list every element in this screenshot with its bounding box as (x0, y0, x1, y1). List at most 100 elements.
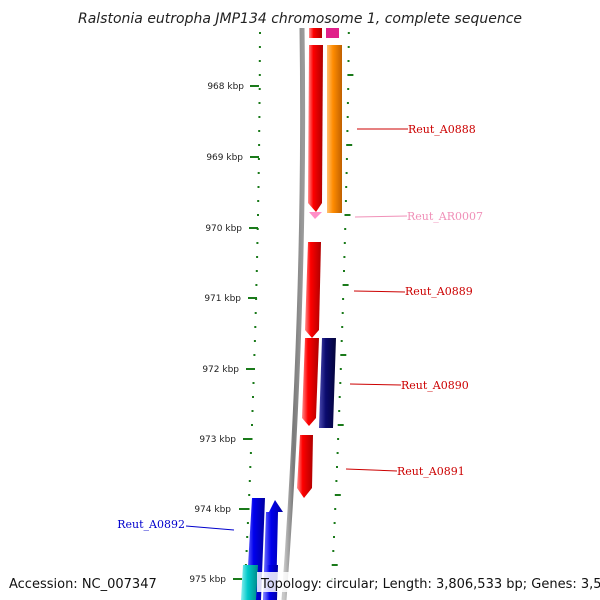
ruler-label: 969 kbp (206, 153, 243, 163)
guide-dot (345, 158, 348, 160)
guide-dot (247, 508, 250, 510)
gene-label-reut-a0891[interactable]: Reut_A0891 (345, 465, 465, 478)
guide-dot (246, 536, 249, 538)
guide-dot (255, 284, 258, 286)
gene-label-text: Reut_AR0007 (407, 210, 483, 223)
guide-dot (259, 32, 261, 34)
gene-reut-ar0007-feature[interactable] (309, 212, 322, 219)
ruler-tick-968: 968 kbp (207, 82, 259, 92)
guide-dot (334, 508, 337, 510)
guide-dot (337, 438, 340, 440)
ruler-tick-973: 973 kbp (199, 435, 252, 445)
guide-dot (347, 74, 354, 76)
gene-label-text: Reut_A0890 (401, 379, 469, 392)
accession-plate (5, 572, 150, 592)
guide-dot (340, 354, 347, 356)
gene-segment-top-red[interactable] (309, 28, 322, 38)
ruler-label: 968 kbp (207, 82, 244, 92)
guide-dot (344, 200, 347, 202)
ruler-label: 974 kbp (194, 505, 231, 515)
gene-reut-a0891-feature[interactable] (297, 435, 313, 498)
guide-dot (253, 354, 256, 356)
left-dotted-guide (244, 32, 261, 580)
right-dotted-guide (331, 32, 354, 580)
guide-dot (248, 480, 251, 482)
guide-dot (336, 466, 338, 468)
chromosome-backbone (281, 27, 306, 600)
guide-dot (342, 284, 349, 286)
gene-label-text: Reut_A0892 (117, 518, 185, 531)
guide-dot (338, 410, 341, 412)
guide-dot (245, 550, 248, 552)
stats-plate (257, 572, 595, 592)
ruler-label: 972 kbp (202, 365, 239, 375)
gene-label-reut-a0892[interactable]: Reut_A0892 (117, 518, 235, 531)
gene-reut-a0890-feature[interactable] (302, 338, 336, 428)
guide-dot (257, 158, 260, 160)
guide-dot (258, 46, 261, 48)
guide-dot (251, 410, 254, 412)
guide-dot (258, 144, 261, 146)
ruler-label: 973 kbp (199, 435, 236, 445)
guide-dot (249, 452, 252, 454)
guide-dot (335, 480, 338, 482)
guide-dot (333, 522, 336, 524)
gene-label-reut-a0888[interactable]: Reut_A0888 (357, 123, 476, 136)
guide-dot (255, 270, 258, 272)
map-title: Ralstonia eutropha JMP134 chromosome 1, … (78, 11, 522, 27)
guide-dot (341, 312, 344, 314)
sequence-stats: Topology: circular; Length: 3,806,533 bp… (261, 577, 600, 592)
guide-dot (258, 88, 261, 90)
ruler-tick-971: 971 kbp (204, 294, 257, 304)
ruler-label: 970 kbp (205, 224, 242, 234)
guide-dot (251, 424, 253, 426)
guide-dot (341, 326, 344, 328)
guide-dot (254, 312, 257, 314)
guide-dot (334, 494, 341, 496)
gene-label-reut-ar0007[interactable]: Reut_AR0007 (354, 210, 483, 223)
guide-dot (257, 172, 260, 174)
guide-dot (258, 60, 261, 62)
guide-dot (258, 116, 261, 118)
ruler-tick-974: 974 kbp (194, 505, 248, 515)
guide-dot (257, 214, 259, 216)
ruler-tick-970: 970 kbp (205, 224, 258, 234)
gene-reut-a0889-feature[interactable] (305, 242, 321, 338)
gene-segment-top-magenta[interactable] (326, 28, 339, 38)
kbp-ruler: 968 kbp 969 kbp 970 kbp 971 kbp 972 kbp … (189, 82, 259, 585)
gene-label-reut-a0889[interactable]: Reut_A0889 (353, 285, 473, 298)
guide-dot (345, 172, 348, 174)
guide-dot (344, 214, 351, 216)
guide-dot (343, 242, 346, 244)
guide-dot (257, 200, 260, 202)
gene-label-text: Reut_A0888 (408, 123, 476, 136)
guide-dot (252, 382, 255, 384)
guide-dot (339, 368, 342, 370)
guide-dot (343, 270, 345, 272)
guide-dot (346, 116, 349, 118)
guide-dot (347, 46, 350, 48)
guide-dot (337, 424, 344, 426)
gene-reut-a0888-feature[interactable] (308, 45, 342, 213)
guide-dot (338, 396, 341, 398)
guide-dot (248, 494, 251, 496)
gene-label-reut-a0890[interactable]: Reut_A0890 (349, 379, 469, 392)
guide-dot (333, 536, 335, 538)
guide-dot (331, 564, 338, 566)
guide-dot (258, 74, 261, 76)
guide-dot (342, 298, 345, 300)
guide-dot (249, 466, 252, 468)
guide-dot (346, 102, 349, 104)
guide-dot (336, 452, 339, 454)
guide-dot (253, 340, 256, 342)
gene-label-text: Reut_A0891 (397, 465, 465, 478)
ruler-label: 971 kbp (204, 294, 241, 304)
ruler-tick-972: 972 kbp (202, 365, 255, 375)
guide-dot (257, 186, 260, 188)
ruler-tick-975: 975 kbp (189, 575, 242, 585)
guide-dot (347, 60, 350, 62)
guide-dot (258, 130, 261, 132)
guide-dot (339, 382, 342, 384)
accession-label: Accession: NC_007347 (9, 577, 157, 592)
